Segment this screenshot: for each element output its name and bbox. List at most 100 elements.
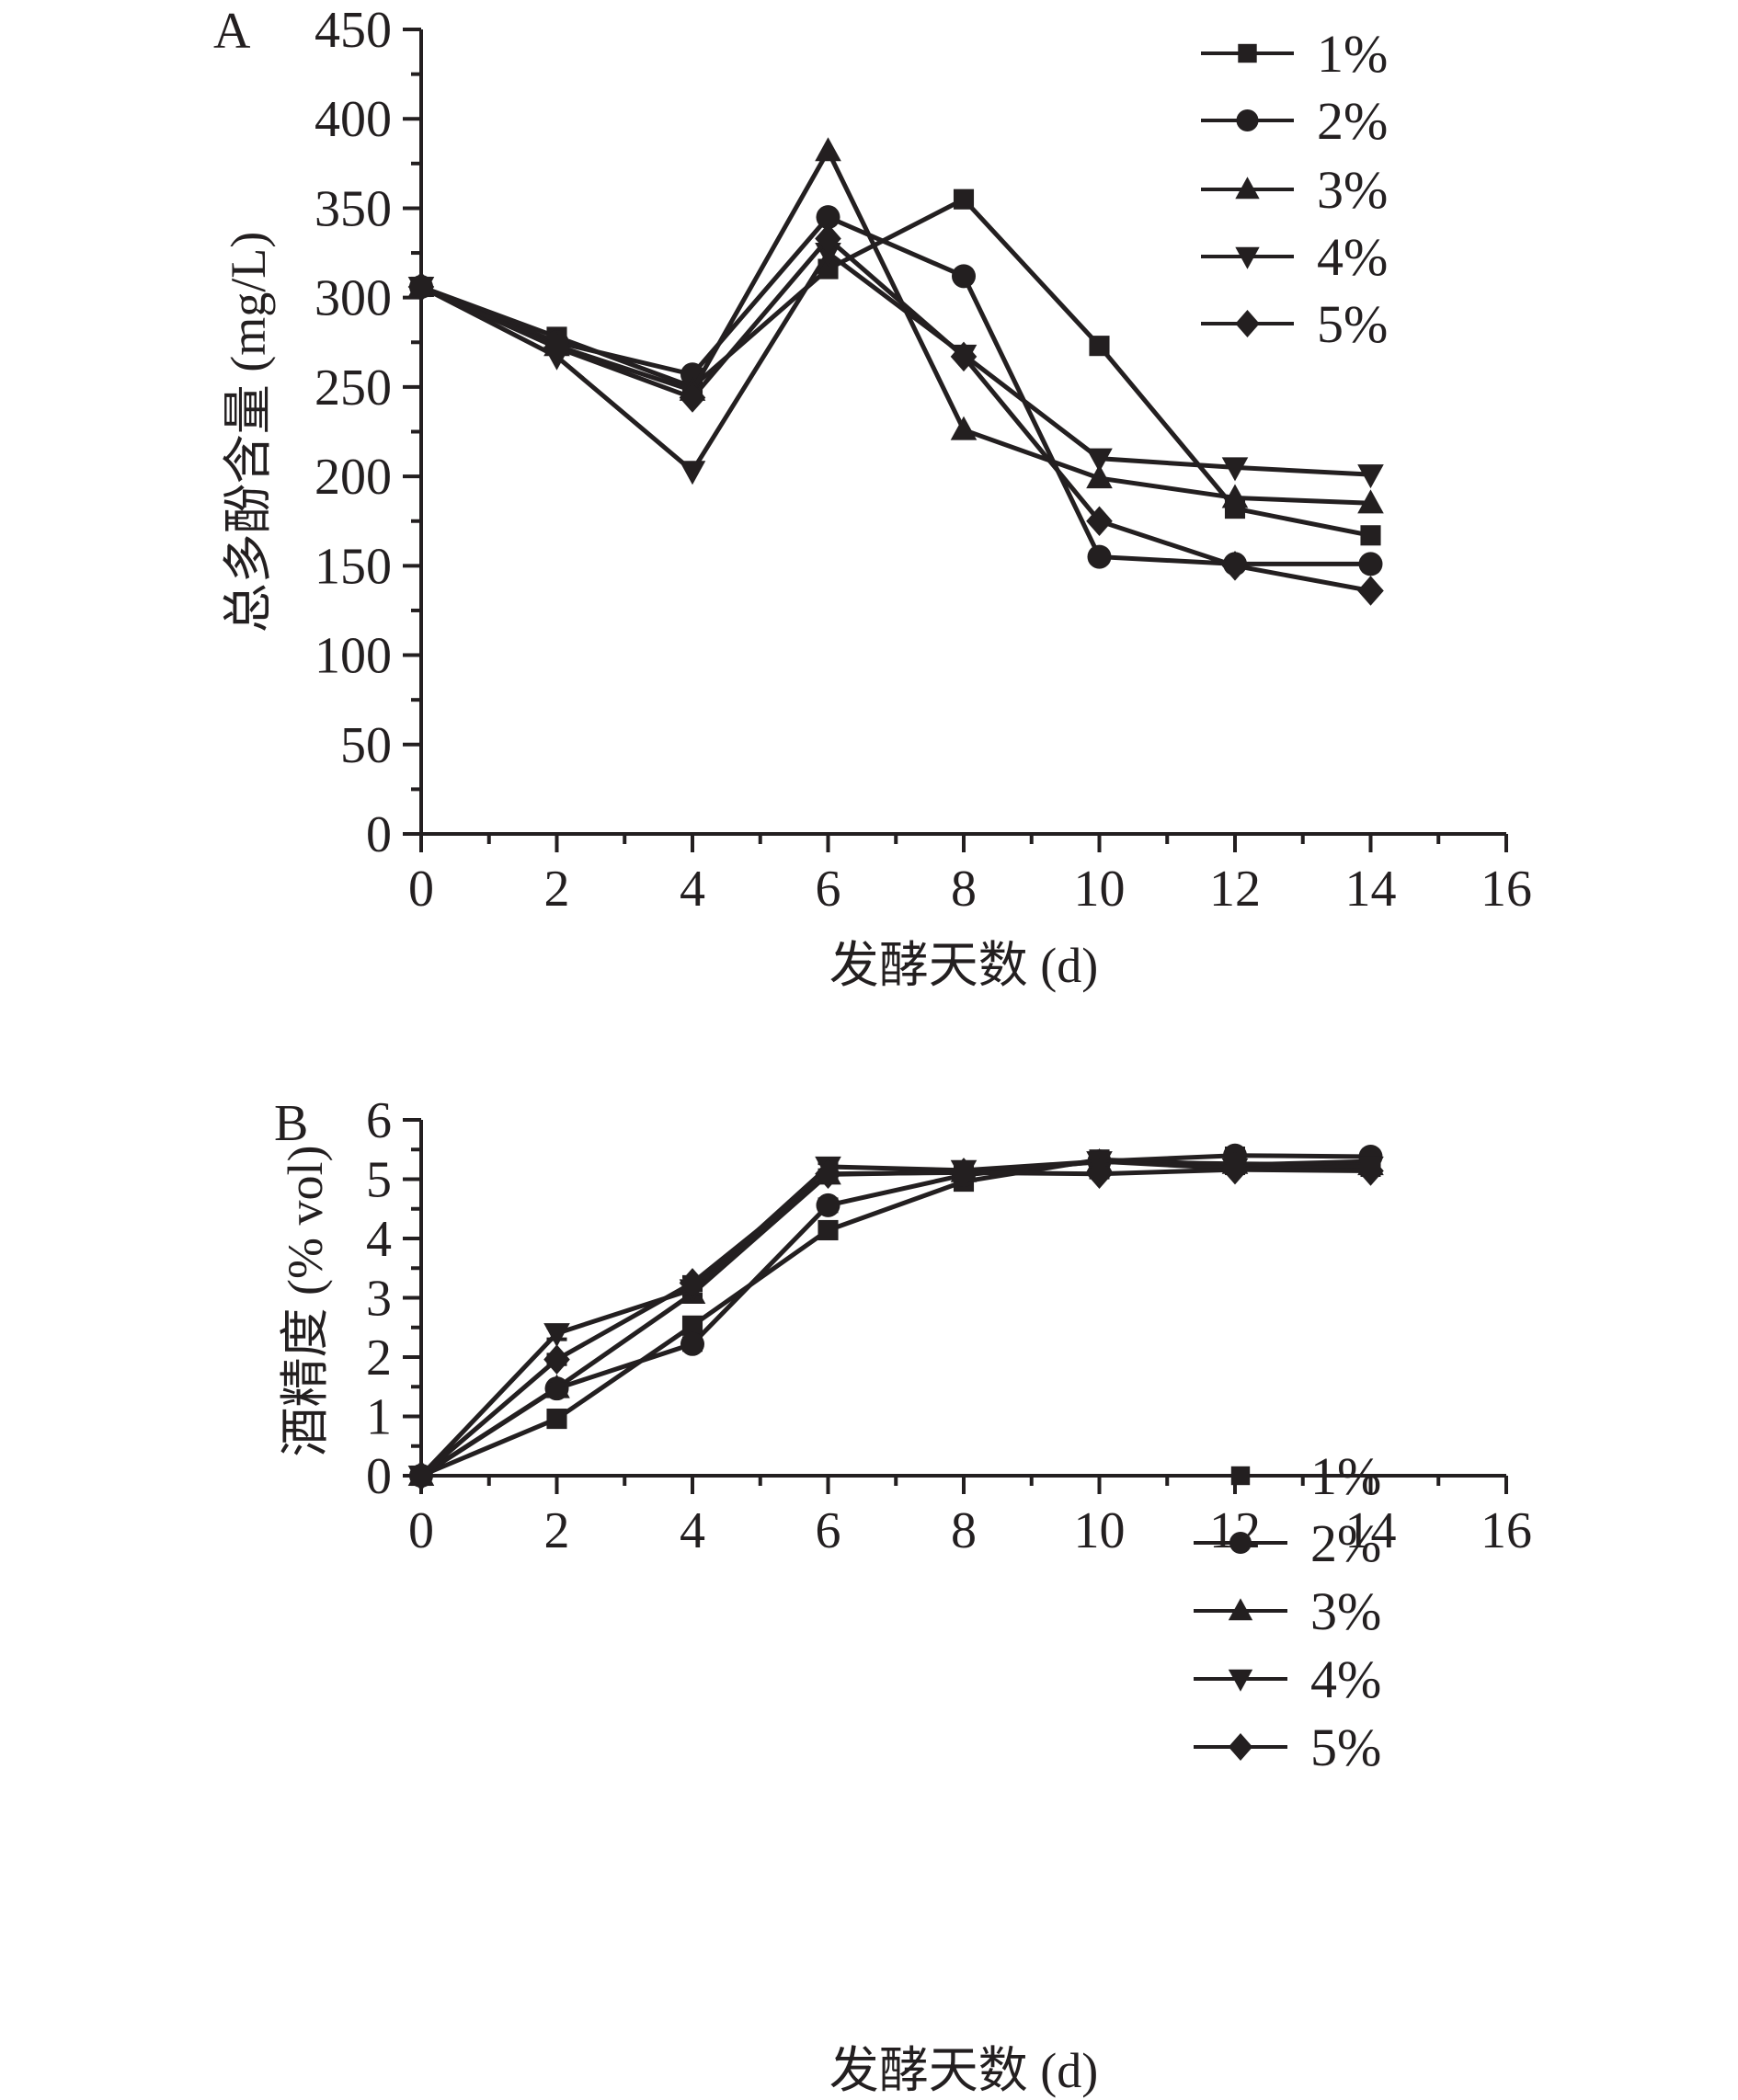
legend-marker [1228,1598,1253,1621]
legend-label: 4% [1317,227,1388,287]
panel-a-y-tick-label: 400 [314,91,392,148]
panel-a-legend: 1% 2% 3% 4% 5% [1201,24,1388,354]
panel-b-x-tick-label: 6 [816,1502,841,1559]
panel-b-x-tick-label: 4 [680,1502,705,1559]
data-point [950,1158,978,1188]
panel-a-series-4% [407,243,1384,489]
panel-a-x-tick-label: 10 [1074,861,1126,918]
data-point [543,1344,570,1375]
panel-a-x-tick-label: 0 [408,861,434,918]
data-point [1357,464,1384,489]
panel-a-label: A [213,3,251,60]
panel-a-y-tick-label: 150 [314,538,392,595]
data-point [1358,552,1383,576]
legend-item: 3% [1201,160,1388,220]
panel-a-y-tick-label: 0 [366,806,392,863]
data-point [407,1460,435,1491]
panel-b-label: B [274,1095,308,1152]
panel-b-legend: 1% 2% 3% 4% 5% [1194,1446,1381,1777]
legend-label: 4% [1310,1649,1381,1709]
panel-b-y-tick-label: 0 [366,1448,392,1505]
data-point [1357,489,1384,514]
data-point [815,223,841,254]
data-point [1360,525,1381,546]
panel-a-y-tick-label: 450 [314,2,392,59]
legend-label: 2% [1317,91,1388,151]
legend-label: 5% [1317,294,1388,354]
legend-label: 3% [1310,1581,1381,1641]
panel-b-series-4% [407,1151,1384,1489]
legend-item: 3% [1194,1581,1381,1641]
panel-a: A 总多酚含量 (mg/L) 发酵天数 (d) 0501001502002503… [213,2,1532,993]
data-point [815,137,841,162]
legend-marker [1228,1733,1253,1761]
panel-b-x-tick-label: 16 [1481,1502,1532,1559]
data-point [815,1158,841,1189]
panel-b-x-tick-label: 0 [408,1502,434,1559]
panel-b-y-tick-label: 3 [366,1271,392,1328]
series-line [420,214,1371,566]
panel-a-y-tick-label: 250 [314,360,392,417]
legend-marker [1235,310,1260,337]
panel-b-y-tick-label: 2 [366,1330,392,1387]
data-point [1087,544,1112,569]
legend-label: 1% [1317,24,1388,84]
series-line [419,234,1371,594]
panel-a-y-tick-label: 200 [314,449,392,506]
panel-b-x-axis-title: 发酵天数 (d) [829,2043,1098,2098]
panel-a-x-tick-label: 8 [951,861,977,918]
series-line [420,196,1371,538]
data-point [816,1193,840,1217]
panel-a-x-tick-label: 2 [544,861,570,918]
panel-a-x-tick-label: 4 [680,861,705,918]
panel-a-x-tick-label: 14 [1345,861,1397,918]
data-point [816,205,840,230]
legend-marker [1236,109,1259,131]
panel-b-x-tick-label: 10 [1074,1502,1126,1559]
legend-label: 5% [1310,1718,1381,1777]
data-point [1089,336,1110,357]
panel-b-y-tick-label: 1 [366,1389,392,1446]
data-point [1221,1154,1249,1185]
series-line [419,249,1371,477]
panel-b-x-tick-label: 14 [1345,1502,1397,1559]
panel-a-x-tick-label: 6 [816,861,841,918]
panel-b-x-tick-label: 2 [544,1502,570,1559]
panel-a-y-tick-label: 300 [314,270,392,327]
panel-b-series-3% [407,1147,1384,1487]
data-point [1357,576,1384,606]
legend-item: 1% [1194,1446,1381,1506]
panel-a-y-tick-label: 350 [314,180,392,237]
panel-b-series-2% [409,1143,1383,1488]
series-line [419,1153,1371,1478]
data-point [1086,506,1113,536]
legend-item: 4% [1194,1649,1381,1709]
data-point [952,264,976,289]
data-point [543,1374,570,1398]
data-point [1086,448,1113,473]
data-point [1086,1158,1113,1189]
data-point [950,416,978,440]
data-point [681,1315,703,1336]
data-point [543,1323,570,1348]
legend-label: 2% [1310,1513,1381,1573]
legend-marker [1228,1669,1253,1692]
series-line [420,145,1371,506]
series-line [419,1167,1371,1478]
legend-marker [1230,1466,1251,1486]
data-point [679,461,706,485]
legend-item: 5% [1201,294,1388,354]
legend-marker [1235,177,1260,200]
data-point [1357,1156,1384,1186]
data-point [950,341,978,372]
legend-label: 3% [1317,160,1388,220]
panel-a-y-axis-title: 总多酚含量 (mg/L) [221,232,276,633]
panel-a-series-5% [407,223,1384,606]
panel-b-series-5% [407,1154,1384,1491]
legend-item: 2% [1194,1513,1381,1573]
data-point [679,382,706,413]
panel-b-x-tick-label: 8 [951,1502,977,1559]
data-point [1221,551,1249,581]
